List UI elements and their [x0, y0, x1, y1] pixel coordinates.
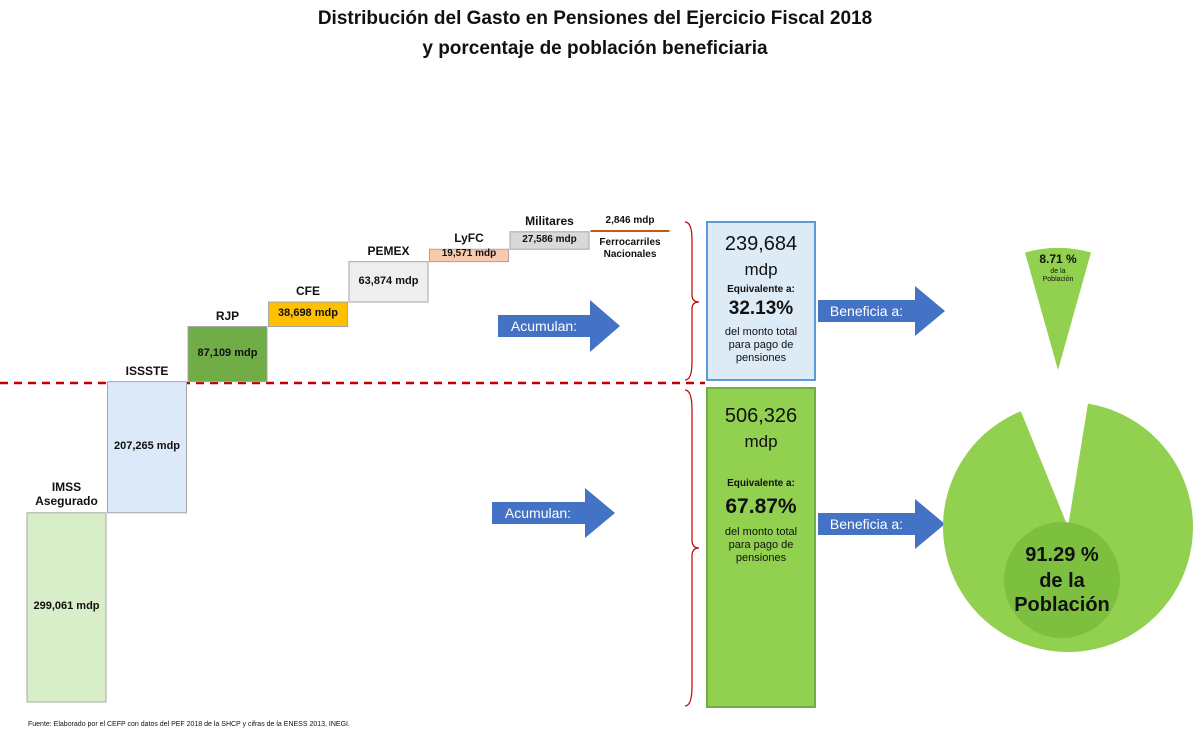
category-label: LyFC: [434, 231, 505, 245]
group-unit: mdp: [707, 260, 815, 280]
category-label: Ferrocarriles Nacionales: [591, 237, 670, 261]
arrow-label: Acumulan:: [492, 505, 584, 522]
group-unit: mdp: [707, 432, 815, 452]
value-label: 2,846 mdp: [591, 215, 670, 227]
category-label: Militares: [514, 214, 585, 228]
infographic: Distribución del Gasto en Pensiones del …: [0, 0, 1203, 733]
group-note: del monto total para pago de pensiones: [722, 326, 800, 366]
pie-category-label: de la Población: [1007, 569, 1117, 617]
group-note: del monto total para pago de pensiones: [722, 526, 800, 566]
subtitle: y porcentaje de población beneficiaria: [0, 38, 1190, 61]
category-label: RJP: [192, 309, 263, 323]
group-amount: 239,684: [707, 232, 815, 256]
pie-category-label: de la Población: [1038, 268, 1078, 285]
group-share: 67.87%: [707, 494, 815, 519]
arrow-label: Beneficia a:: [818, 303, 915, 320]
category-label: ISSSTE: [112, 364, 183, 378]
bar: [591, 230, 670, 232]
value-label: 19,571 mdp: [430, 248, 509, 260]
group-equiv: Equivalente a:: [707, 478, 815, 490]
bracket: [685, 222, 699, 380]
pie-value-label: 91.29 %: [992, 543, 1132, 567]
category-label: CFE: [273, 284, 344, 298]
group-amount: 506,326: [707, 404, 815, 428]
bracket: [685, 390, 699, 706]
value-label: 38,698 mdp: [269, 307, 348, 320]
title: Distribución del Gasto en Pensiones del …: [0, 8, 1190, 31]
category-label: IMSS Asegurado: [31, 480, 102, 509]
value-label: 63,874 mdp: [349, 275, 428, 288]
category-label: PEMEX: [353, 244, 424, 258]
value-label: 299,061 mdp: [27, 600, 106, 613]
pie-value-label: 8.71 %: [1028, 252, 1088, 266]
group-equiv: Equivalente a:: [707, 284, 815, 296]
arrow-label: Acumulan:: [498, 318, 590, 335]
source: Fuente: Elaborado por el CEFP con datos …: [28, 721, 728, 729]
group-share: 32.13%: [707, 298, 815, 321]
value-label: 87,109 mdp: [188, 347, 267, 360]
value-label: 207,265 mdp: [108, 440, 187, 453]
value-label: 27,586 mdp: [510, 234, 589, 246]
arrow-label: Beneficia a:: [818, 516, 915, 533]
